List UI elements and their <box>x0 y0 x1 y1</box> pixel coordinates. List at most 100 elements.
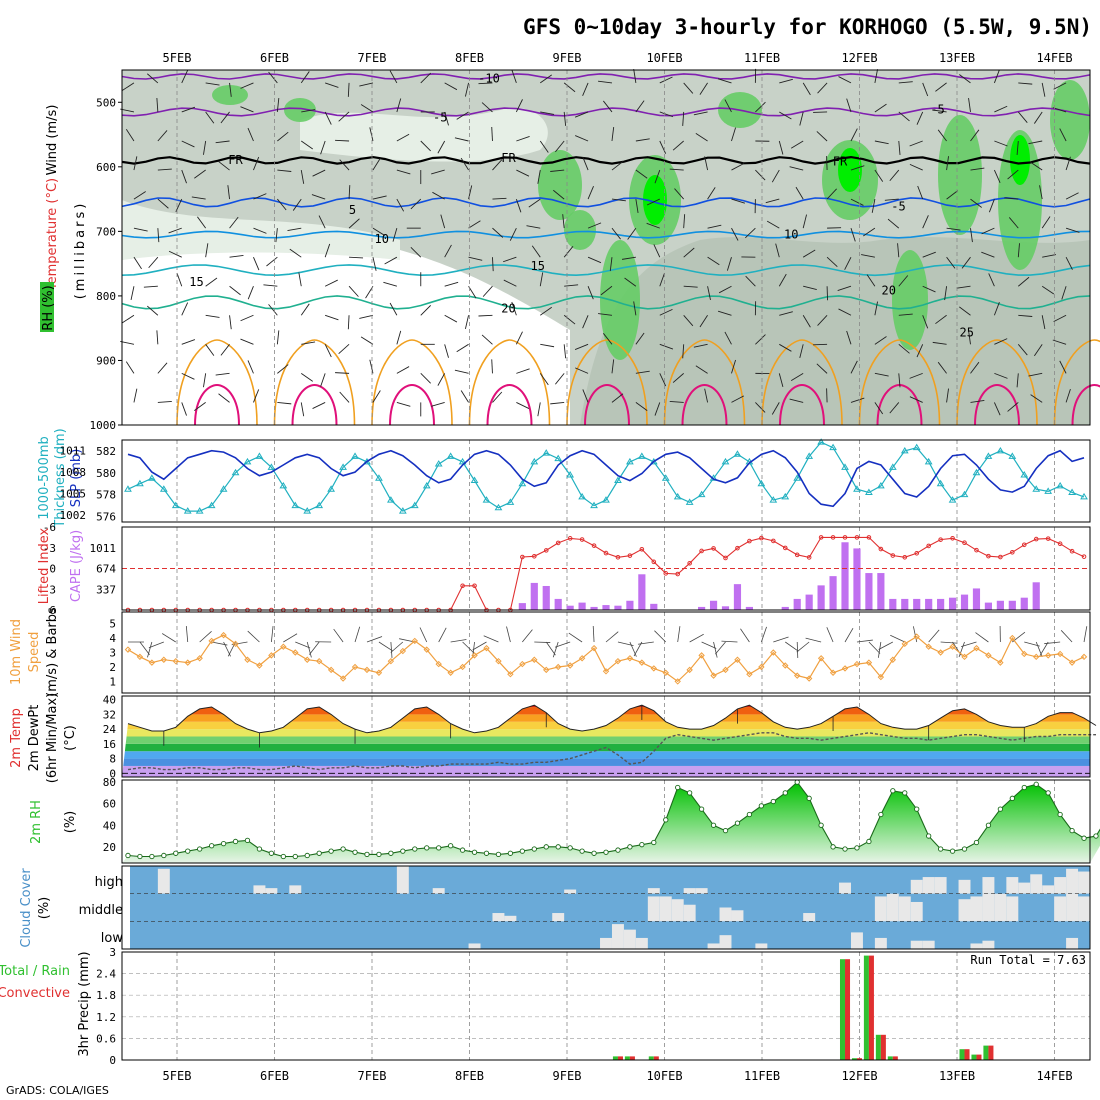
upper-wind-barb <box>817 314 828 326</box>
thickness-marker <box>829 443 837 451</box>
upper-wind-barb <box>659 76 673 84</box>
contour-25-arc <box>468 339 551 426</box>
rh-marker <box>746 811 753 818</box>
upper-wind-barb <box>659 111 674 118</box>
cloud-cover-patch <box>647 888 660 894</box>
label-cape: CAPE (J/kg) <box>69 530 84 602</box>
panel-frame <box>121 526 1091 611</box>
upper-wind-barb <box>1030 394 1043 403</box>
label-2m-rh: 2m RH <box>29 800 44 844</box>
upper-wind-barb <box>276 330 280 345</box>
upper-wind-barb <box>277 131 289 142</box>
contour-label: 10 <box>375 232 389 246</box>
wind10-barb <box>462 641 475 654</box>
cape-bar <box>698 606 706 610</box>
lifted-index-marker <box>615 554 621 560</box>
upper-wind-barb <box>1061 286 1067 300</box>
upper-wind-barb <box>669 400 684 403</box>
upper-wind-barb <box>968 330 971 345</box>
upper-wind-barb <box>511 301 517 316</box>
upper-wind-barb <box>540 111 555 115</box>
upper-wind-barb <box>215 372 230 376</box>
upper-wind-barb <box>755 402 766 413</box>
thickness-marker <box>817 438 825 445</box>
contour-25-arc <box>663 339 746 426</box>
rh-marker <box>531 846 537 852</box>
thickness-panel-labels: 1000-500mb Thickness (dm) SLP (mb) <box>37 428 84 528</box>
upper-wind-barb <box>659 308 673 316</box>
upper-wind-barb <box>240 338 254 345</box>
upper-wind-barb <box>157 228 160 243</box>
wind10-marker <box>304 656 311 663</box>
upper-wind-barb <box>582 389 589 403</box>
upper-wind-barb <box>970 400 985 403</box>
upper-wind-barb <box>324 279 338 287</box>
upper-wind-barb <box>503 279 517 287</box>
upper-wind-barb <box>420 305 431 316</box>
precip-total-bar <box>875 1034 881 1060</box>
upper-wind-barb <box>731 227 739 241</box>
upper-wind-barb <box>263 284 278 287</box>
upper-wind-barb <box>277 401 292 405</box>
upper-wind-barb <box>509 227 517 241</box>
contour-label: 20 <box>501 302 515 316</box>
upper-wind-barb <box>338 343 350 355</box>
upper-ytick: 900 <box>96 354 116 367</box>
temp-color-band <box>122 729 1090 737</box>
upper-wind-barb <box>1042 254 1057 258</box>
thickness-marker <box>1068 488 1076 495</box>
wind10-speed-line <box>127 634 1085 683</box>
lifted-index-marker <box>759 535 764 541</box>
upper-wind-barb <box>157 362 168 374</box>
upper-wind-barb <box>707 256 720 266</box>
upper-wind-barb <box>611 359 615 374</box>
upper-wind-barb <box>587 256 602 264</box>
upper-wind-barb <box>946 388 949 403</box>
upper-wind-barb <box>516 169 530 177</box>
label-wind10-a: 10m Wind <box>9 619 24 685</box>
wind10-marker <box>459 663 466 671</box>
upper-wind-barb <box>611 198 626 202</box>
cloud-cover-patch <box>958 899 971 922</box>
thickness-marker <box>267 463 276 470</box>
contour-25-arc <box>1053 339 1100 426</box>
precip-conv-bar <box>988 1045 994 1060</box>
wind10-barb <box>483 635 499 643</box>
upper-wind-barb <box>935 314 947 325</box>
upper-wind-barb <box>553 189 565 200</box>
cloud-cover-patch <box>1018 882 1031 894</box>
wind10-marker <box>220 631 227 639</box>
upper-wind-barb <box>635 100 645 113</box>
upper-wind-barb <box>276 97 280 113</box>
upper-wind-barb <box>157 198 169 209</box>
precip-total-bar <box>624 1056 630 1060</box>
upper-wind-barb <box>693 111 708 116</box>
label-2m-dewpt: 2m DewPt <box>27 705 42 772</box>
upper-wind-barb <box>898 275 909 287</box>
cloud-cover-patch <box>910 879 923 894</box>
wind10-marker <box>268 652 275 659</box>
rh-marker <box>268 850 275 856</box>
upper-wind-barb <box>515 99 523 113</box>
upper-wind-barb <box>396 330 402 345</box>
upper-wind-barb <box>157 168 172 171</box>
wind10-marker <box>148 659 156 666</box>
upper-wind-barb <box>481 334 493 345</box>
upper-wind-barb <box>802 315 811 328</box>
upper-wind-barb <box>922 82 929 97</box>
precip-ytick: 0 <box>109 1054 116 1067</box>
upper-wind-barb <box>277 364 289 374</box>
upper-wind-barb <box>229 82 232 97</box>
thickness-marker <box>470 476 479 483</box>
wind10-panel-labels: 10m Wind Speed (m/s) & Barbs <box>9 607 60 697</box>
upper-wind-barb <box>874 402 884 415</box>
stability-panel-labels: Lifted Index CAPE (J/kg) <box>37 527 84 604</box>
thickness-marker <box>1044 487 1053 494</box>
rh-marker <box>770 798 776 805</box>
thickness-ytick: 578 <box>96 489 116 502</box>
wind10-marker <box>722 666 729 674</box>
upper-wind-barb <box>359 82 374 87</box>
wind10-marker <box>925 643 932 650</box>
temp-color-band <box>122 705 1090 708</box>
upper-panel-labels: Wind (m/s) Temperature (°C) RH (%) (mill… <box>40 105 88 332</box>
